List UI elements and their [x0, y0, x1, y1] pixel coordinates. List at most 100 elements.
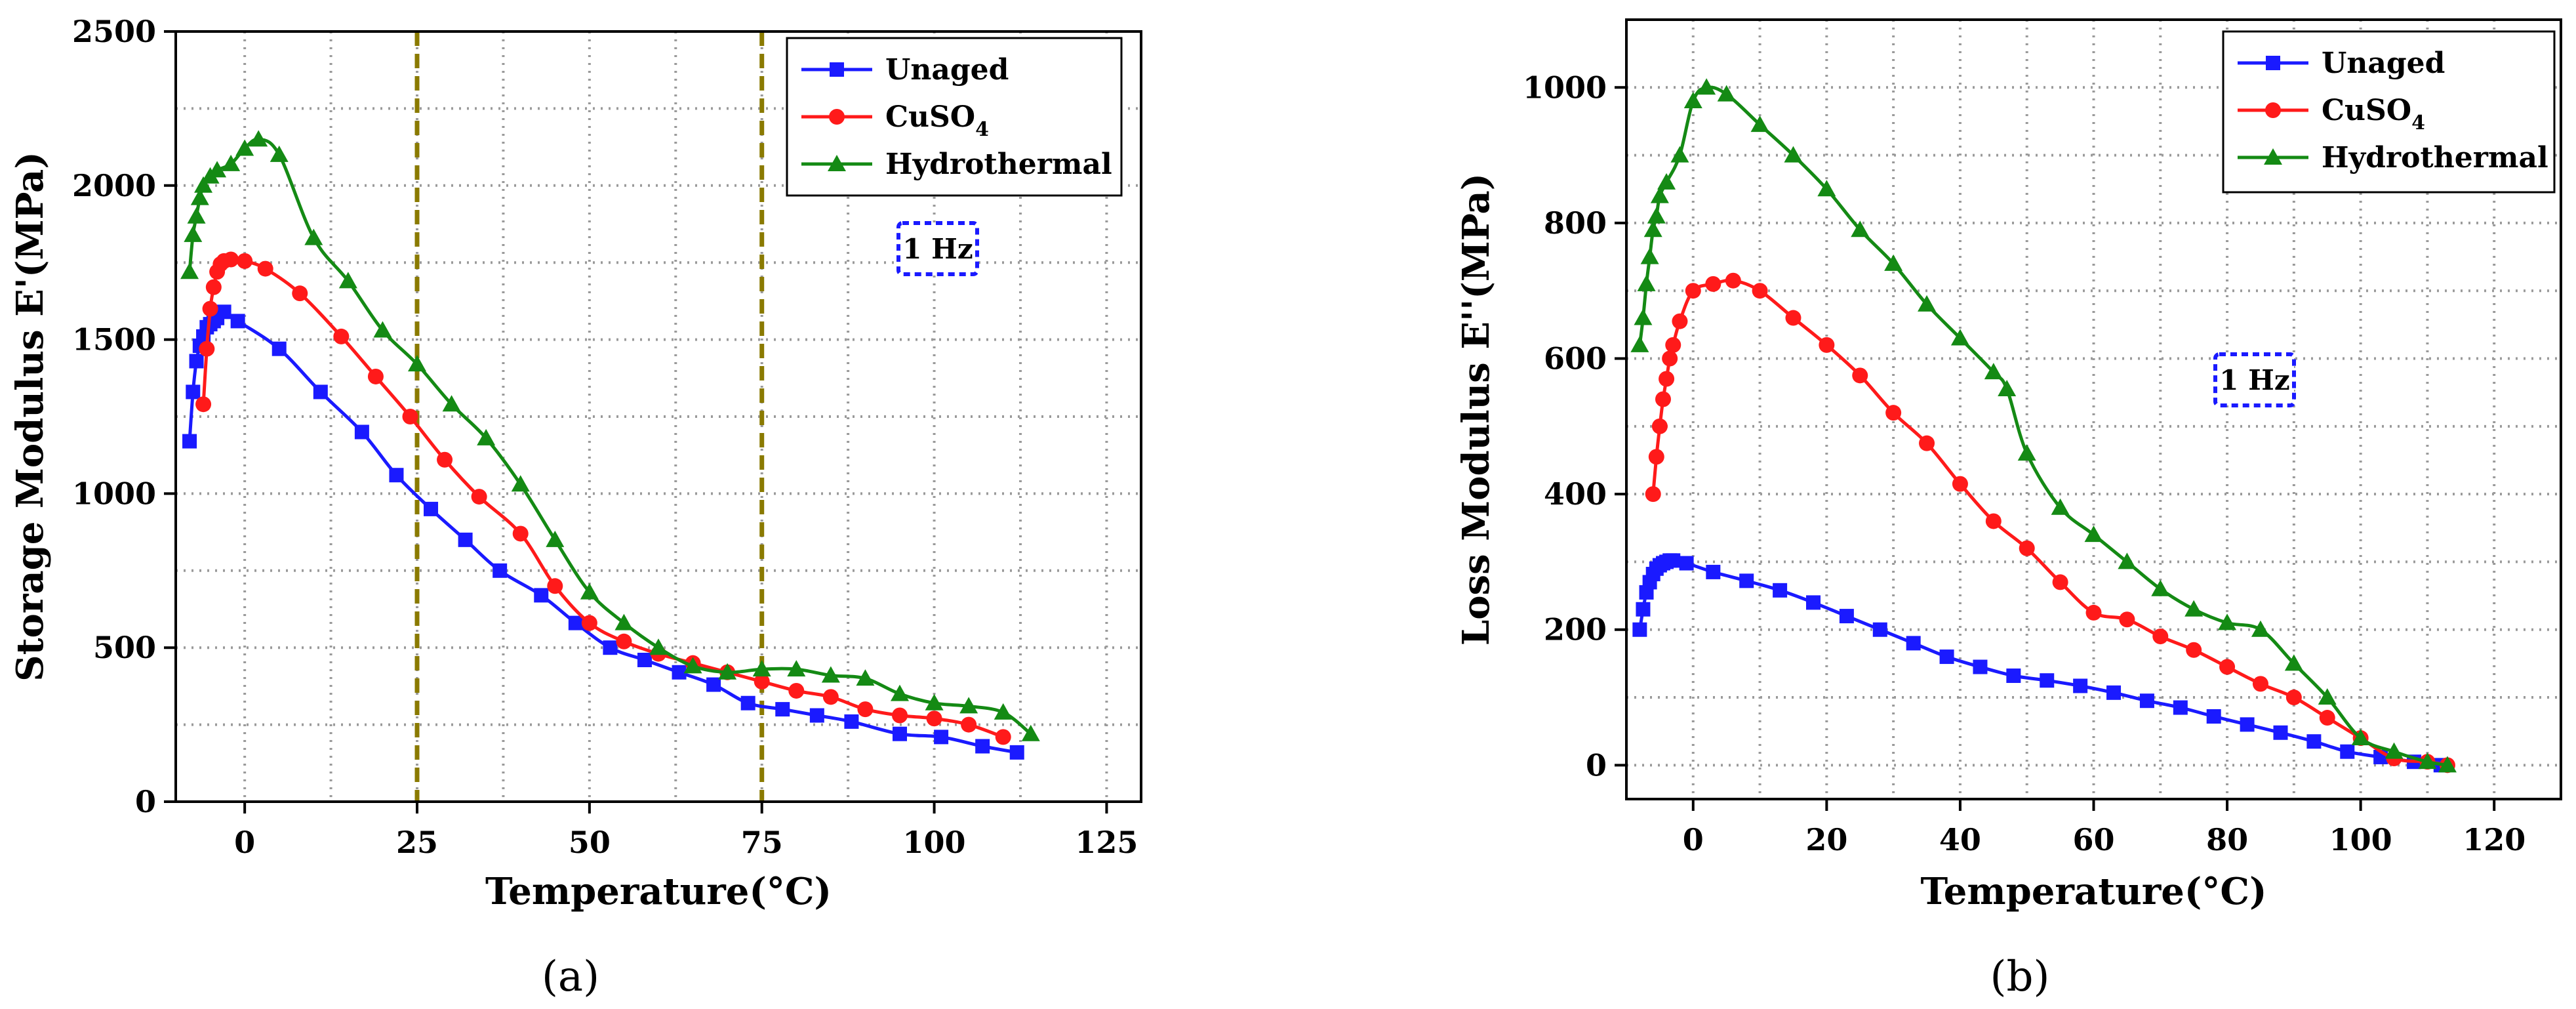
- data-point: [856, 669, 875, 686]
- data-point: [194, 176, 213, 193]
- chart-panel-a: 0 25 50 75 100 125 0 500 1000 1500 2000 2500 Tempera…: [9, 14, 1142, 1001]
- data-point: [477, 428, 496, 445]
- data-point: [718, 663, 737, 680]
- legend-marker: [2265, 102, 2281, 118]
- data-point: [184, 225, 203, 242]
- data-point: [1643, 220, 1662, 237]
- data-point: [333, 328, 350, 344]
- data-point: [1784, 146, 1803, 163]
- data-point: [230, 314, 245, 329]
- data-point: [249, 130, 268, 147]
- data-point: [2340, 744, 2355, 759]
- x-tick-label: 0: [234, 825, 255, 860]
- data-point: [442, 395, 461, 412]
- frequency-annotation: 1 Hz: [896, 221, 979, 276]
- data-point: [959, 697, 978, 714]
- data-point: [1650, 186, 1669, 203]
- legend-label: Hydrothermal: [885, 148, 1112, 181]
- data-point: [1717, 85, 1736, 102]
- y-tick-label: 1500: [72, 322, 156, 358]
- x-tick-label: 25: [396, 825, 438, 860]
- data-point: [2418, 752, 2437, 770]
- data-point: [1806, 595, 1821, 610]
- data-point: [2173, 700, 2188, 715]
- x-tick-label: 100: [2329, 822, 2392, 857]
- data-point: [534, 588, 549, 603]
- data-point: [1647, 207, 1666, 224]
- data-point: [2351, 729, 2370, 746]
- data-point: [367, 368, 384, 384]
- data-point: [1659, 371, 1675, 387]
- data-point: [994, 703, 1013, 720]
- annotation-label: 1 Hz: [902, 233, 973, 265]
- y-tick-label: 0: [135, 784, 156, 819]
- data-point: [2019, 540, 2035, 556]
- data-point: [186, 384, 201, 400]
- data-point: [2306, 734, 2322, 749]
- data-point: [603, 640, 618, 655]
- data-point: [1851, 220, 1870, 237]
- data-point: [581, 615, 597, 631]
- data-point: [2073, 678, 2088, 693]
- data-point: [1651, 418, 1668, 434]
- data-point: [338, 272, 357, 289]
- data-point: [1662, 350, 1678, 367]
- data-point: [2051, 498, 2070, 515]
- data-point: [821, 666, 840, 683]
- y-tick-label: 600: [1544, 341, 1607, 377]
- x-tick-label: 40: [1939, 822, 1981, 857]
- legend-marker: [830, 62, 844, 77]
- data-point: [1670, 146, 1689, 163]
- x-tick-label: 80: [2206, 822, 2248, 857]
- data-point: [1773, 583, 1788, 598]
- data-point: [2119, 611, 2135, 628]
- data-point: [1640, 247, 1659, 264]
- data-point: [2385, 742, 2404, 759]
- legend-marker: [829, 109, 845, 125]
- data-point: [424, 501, 439, 516]
- data-point: [2139, 693, 2154, 709]
- data-point: [2084, 525, 2103, 543]
- data-point: [1645, 486, 1661, 503]
- x-tick-label: 20: [1805, 822, 1847, 857]
- y-tick-label: 500: [93, 630, 156, 665]
- data-point: [809, 708, 824, 723]
- data-point: [1885, 405, 1902, 421]
- data-point: [1950, 329, 1969, 346]
- data-point: [2085, 604, 2102, 621]
- data-point: [1009, 745, 1024, 760]
- data-point: [223, 251, 239, 268]
- legend-subscript: 4: [975, 118, 989, 141]
- data-point: [2040, 673, 2055, 688]
- data-point: [373, 321, 392, 338]
- data-point: [1655, 391, 1671, 407]
- data-point: [389, 468, 404, 483]
- data-point: [1634, 308, 1653, 325]
- data-point: [1998, 380, 2017, 397]
- x-tick-label: 120: [2463, 822, 2526, 857]
- data-point: [649, 638, 668, 655]
- data-point: [1919, 435, 1935, 451]
- data-point: [2184, 600, 2204, 617]
- data-point: [822, 689, 839, 705]
- plot-frame: [174, 30, 1142, 803]
- legend-label: Unaged: [885, 53, 1009, 87]
- data-point: [1630, 335, 1649, 352]
- data-point: [2052, 574, 2068, 590]
- data-point: [926, 710, 942, 727]
- data-point: [934, 730, 949, 745]
- y-tick-label: 2500: [72, 14, 156, 49]
- data-point: [2017, 444, 2036, 461]
- data-point: [961, 716, 977, 733]
- data-point: [1750, 115, 1769, 133]
- data-point: [2218, 613, 2237, 630]
- data-point: [616, 633, 632, 649]
- x-tick-label: 100: [903, 825, 966, 860]
- data-point: [313, 384, 328, 400]
- data-point: [1665, 337, 1681, 353]
- data-point: [2438, 756, 2457, 773]
- data-point: [1852, 367, 1868, 384]
- data-point: [511, 475, 530, 492]
